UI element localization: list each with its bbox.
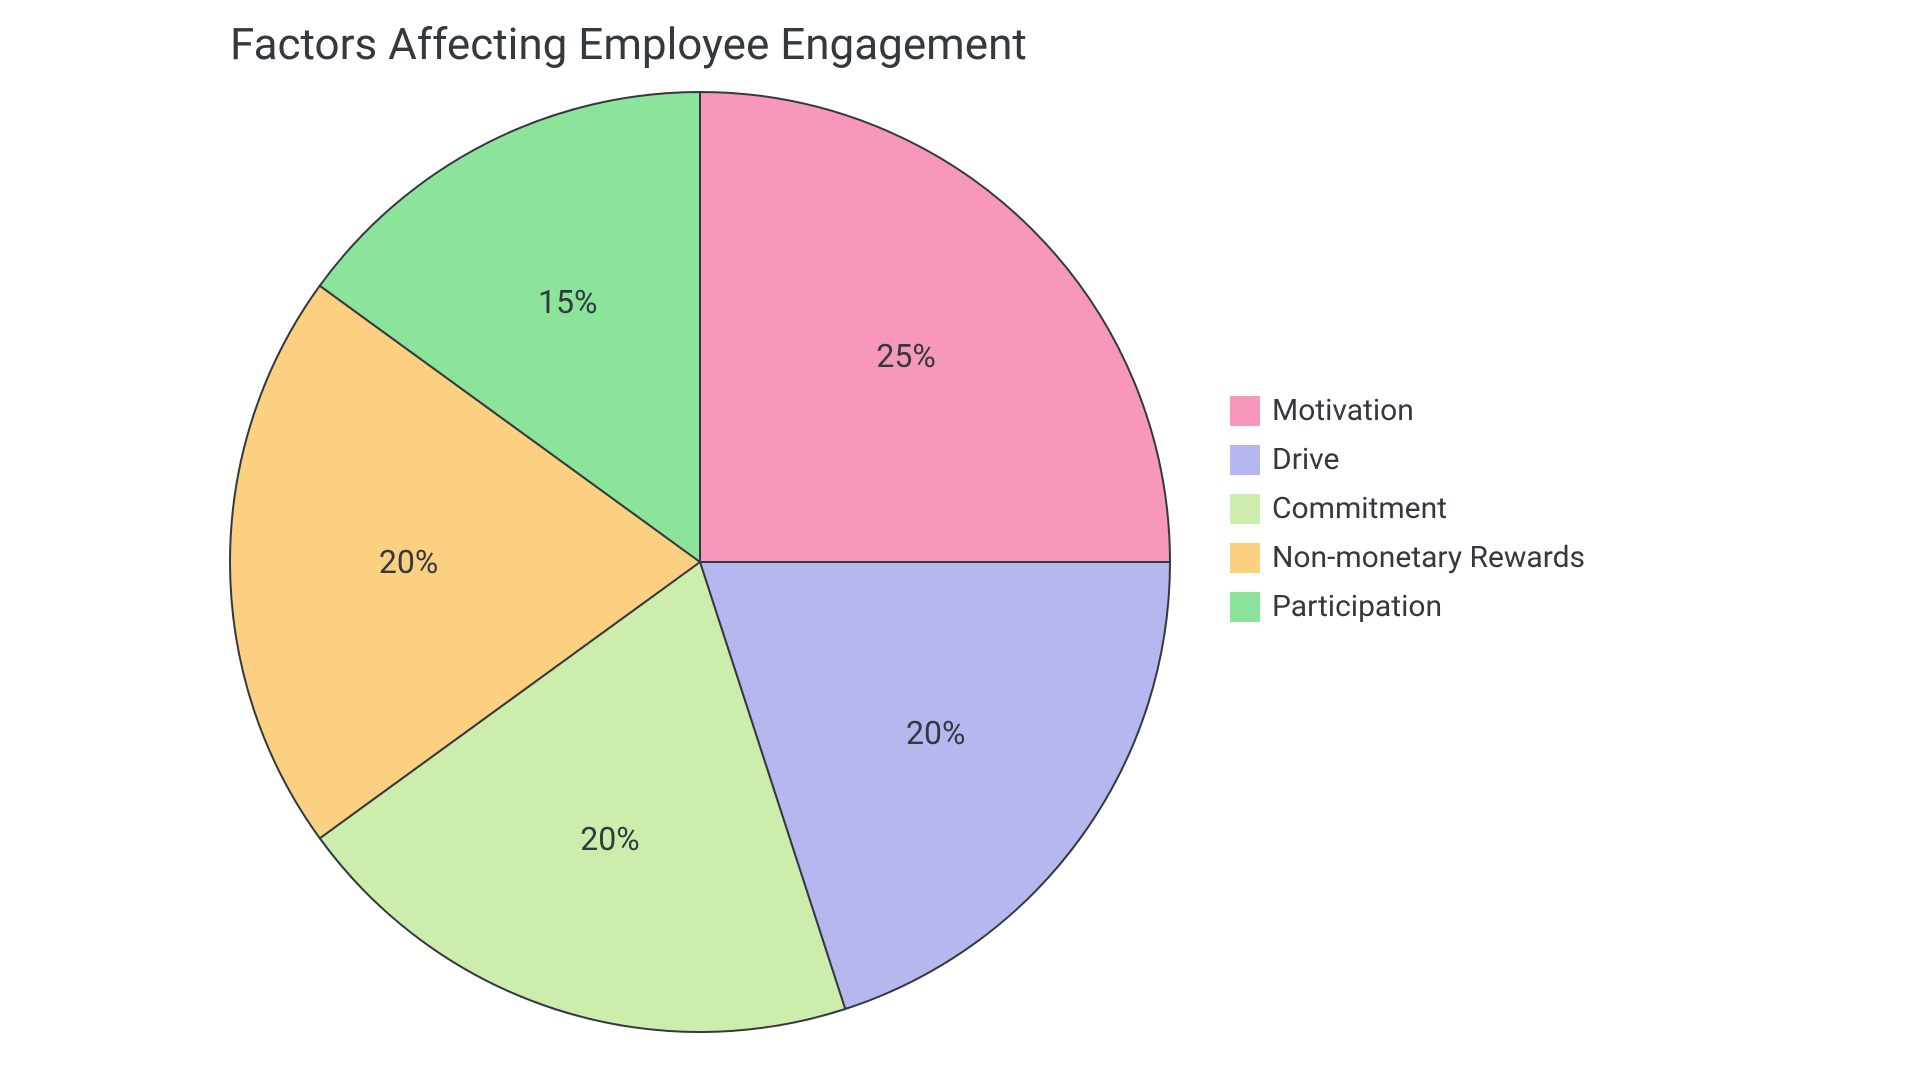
legend-item: Participation [1230,589,1585,624]
legend-item: Commitment [1230,491,1585,526]
chart-title: Factors Affecting Employee Engagement [230,18,1027,70]
slice-label: 20% [906,714,965,752]
legend-label: Non-monetary Rewards [1272,540,1585,575]
slice-label: 20% [379,543,438,581]
legend: Motivation Drive Commitment Non-monetary Re… [1230,393,1585,638]
legend-item: Drive [1230,442,1585,477]
pie-chart: 25% 20% 20% 20% 15% [226,88,1174,1036]
slice-label: 25% [876,337,935,375]
pie-slice-motivation [700,92,1170,562]
legend-label: Participation [1272,589,1442,624]
legend-swatch [1230,543,1260,573]
legend-swatch [1230,494,1260,524]
slice-label: 20% [580,820,639,858]
chart-container: Factors Affecting Employee Engagement 25… [0,0,1920,1080]
legend-label: Motivation [1272,393,1414,428]
pie-svg [226,88,1174,1036]
legend-item: Non-monetary Rewards [1230,540,1585,575]
legend-item: Motivation [1230,393,1585,428]
legend-swatch [1230,592,1260,622]
slice-label: 15% [538,283,597,321]
legend-swatch [1230,396,1260,426]
legend-swatch [1230,445,1260,475]
legend-label: Commitment [1272,491,1447,526]
legend-label: Drive [1272,442,1339,477]
